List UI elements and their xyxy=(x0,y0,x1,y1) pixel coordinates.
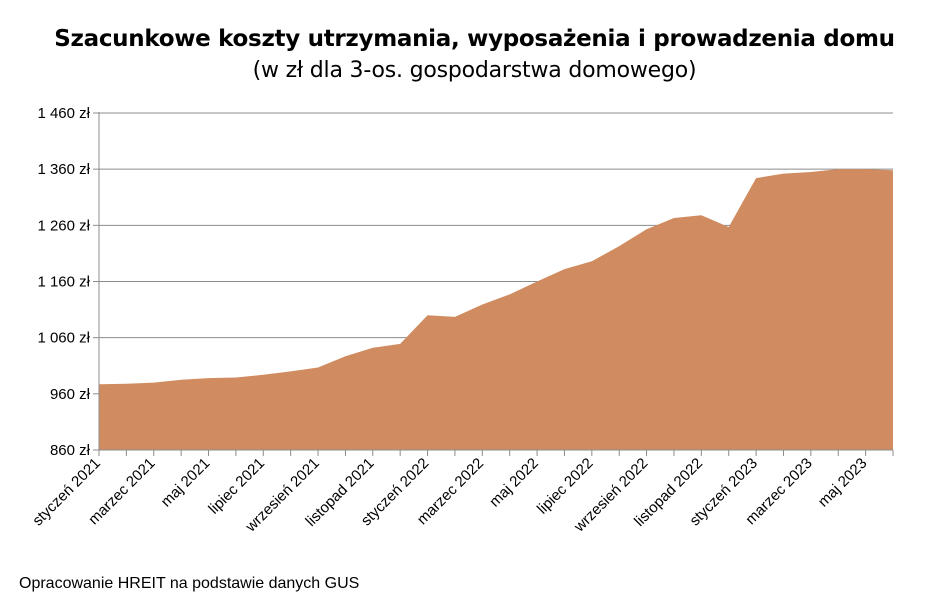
y-tick-label-5: 1 360 zł xyxy=(37,161,90,178)
y-tick-label-0: 860 zł xyxy=(50,442,91,459)
chart-title: Szacunkowe koszty utrzymania, wyposażeni… xyxy=(54,26,895,52)
y-tick-label-4: 1 260 zł xyxy=(37,217,90,234)
y-tick-label-2: 1 060 zł xyxy=(37,330,90,347)
area-series xyxy=(99,169,893,451)
chart-subtitle: (w zł dla 3-os. gospodarstwa domowego) xyxy=(252,58,697,83)
x-tick-label-14: maj 2023 xyxy=(815,455,871,511)
source-note: Opracowanie HREIT na podstawie danych GU… xyxy=(19,575,360,592)
y-tick-label-3: 1 160 zł xyxy=(37,274,90,291)
x-tick-label-8: maj 2022 xyxy=(486,455,542,511)
y-tick-label-6: 1 460 zł xyxy=(37,105,90,122)
x-tick-label-2: maj 2021 xyxy=(158,455,214,511)
y-tick-label-1: 960 zł xyxy=(50,386,91,403)
